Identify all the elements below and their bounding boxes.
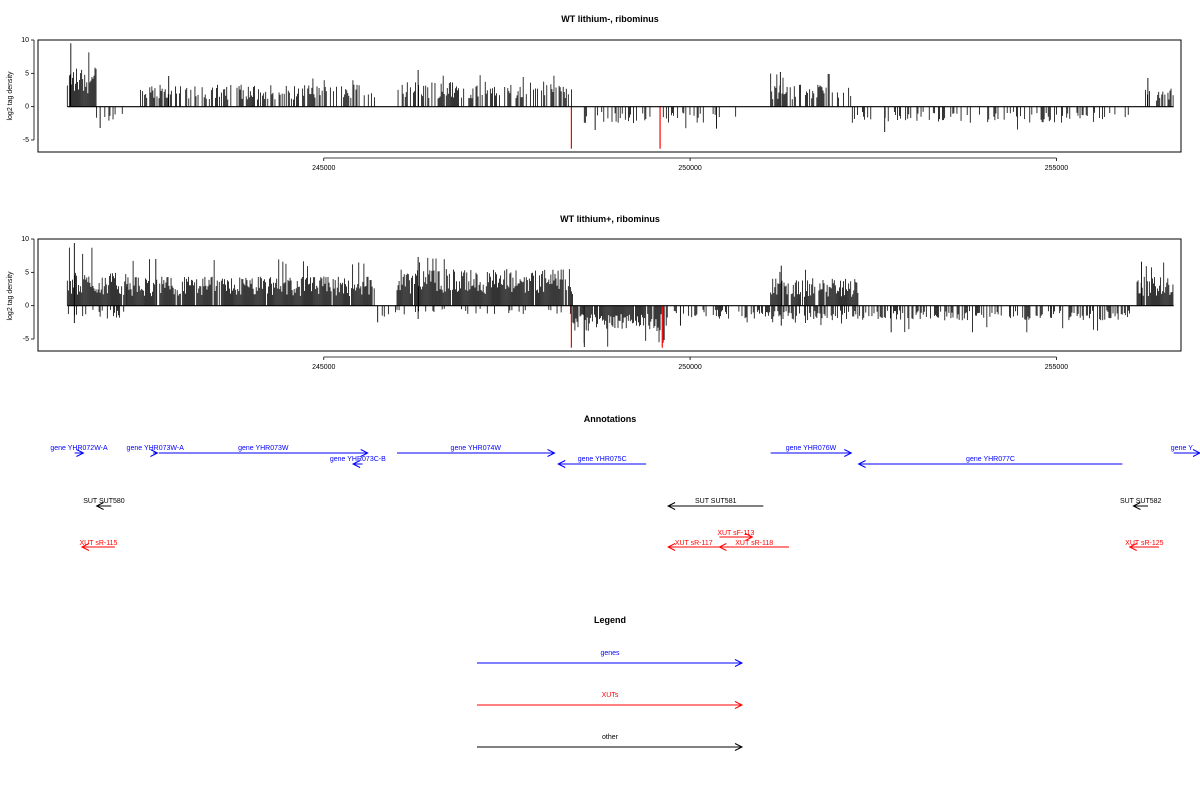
legend-entries: genes XUTs other bbox=[477, 650, 744, 751]
annotation-arrow-head-icon bbox=[547, 449, 556, 457]
y-tick-label: 5 bbox=[25, 269, 29, 276]
annotation-arrow-head-icon bbox=[1192, 449, 1200, 457]
annotation-feature: SUT SUT581 bbox=[666, 498, 764, 510]
y-tick-label: 10 bbox=[21, 37, 29, 44]
y-tick-label: -5 bbox=[23, 336, 29, 343]
annotation-arrow-head-icon bbox=[666, 543, 676, 551]
x-tick-label: 255000 bbox=[1045, 165, 1068, 172]
annotation-label: XUT sR-118 bbox=[735, 540, 773, 547]
annotation-feature: XUT sF-113 bbox=[717, 530, 755, 541]
legend-entry-xuts: XUTs bbox=[477, 692, 744, 709]
legend-arrow-head-icon bbox=[734, 743, 744, 751]
legend-arrow-head-icon bbox=[734, 659, 744, 667]
annotation-arrow-head-icon bbox=[76, 449, 85, 457]
annotation-arrow-head-icon bbox=[718, 543, 727, 551]
annotation-label: XUT sR-117 bbox=[675, 540, 713, 547]
legend-entry-other: other bbox=[477, 734, 744, 751]
annotation-label: XUT sR-115 bbox=[80, 540, 118, 547]
plot-frame bbox=[37, 39, 1182, 153]
annotation-items: gene YHR072W-A gene YHR073W-A gene YHR073W… bbox=[50, 445, 1200, 551]
annotations-title: Annotations bbox=[584, 414, 637, 424]
axis-layer: 10 5 0 -5 245000 250000 255000 bbox=[21, 236, 1174, 371]
y-axis-label: log2 tag density bbox=[7, 71, 14, 121]
x-tick-label: 255000 bbox=[1045, 364, 1068, 371]
annotation-arrow-head-icon bbox=[844, 449, 853, 457]
annotation-feature: gene YHR076W bbox=[770, 445, 853, 457]
y-tick-label: 0 bbox=[25, 303, 29, 310]
axis-layer: 10 5 0 -5 245000 250000 255000 bbox=[21, 37, 1174, 172]
x-tick-label: 250000 bbox=[678, 165, 701, 172]
annotation-feature: gene YHR074W bbox=[397, 445, 556, 457]
plot-frame bbox=[37, 238, 1182, 352]
annotation-label: SUT SUT580 bbox=[83, 498, 125, 505]
panel-title: WT lithium+, ribominus bbox=[560, 214, 660, 224]
annotation-feature: gene YHR073W-A bbox=[127, 445, 185, 457]
annotation-label: gene Y bbox=[1171, 445, 1193, 452]
panel-lithium-minus: WT lithium-, ribominus log2 tag density … bbox=[7, 14, 1182, 172]
legend-entry-genes: genes bbox=[477, 650, 744, 667]
annotation-arrow-head-icon bbox=[150, 449, 159, 457]
annotation-feature: gene YHR077C bbox=[857, 456, 1123, 468]
annotation-label: gene YHR074W bbox=[451, 445, 502, 452]
annotation-feature: gene YHR075C bbox=[557, 456, 647, 468]
y-tick-label: 5 bbox=[25, 70, 29, 77]
annotation-feature: XUT sR-117 bbox=[666, 540, 720, 551]
y-tick-label: 10 bbox=[21, 236, 29, 243]
y-tick-label: -5 bbox=[23, 137, 29, 144]
annotation-label: gene YHR073W bbox=[238, 445, 289, 452]
legend: Legend genes XUTs other bbox=[477, 615, 744, 751]
annotation-feature: XUT sR-125 bbox=[1125, 540, 1164, 551]
annotation-arrow-head-icon bbox=[1128, 543, 1137, 551]
annotation-arrow-head-icon bbox=[351, 460, 361, 468]
annotation-feature: gene YHR073W bbox=[158, 445, 369, 457]
panel-lithium-plus: WT lithium+, ribominus log2 tag density … bbox=[7, 214, 1182, 371]
x-tick-label: 245000 bbox=[312, 364, 335, 371]
annotation-feature: gene Y bbox=[1171, 445, 1200, 457]
annotation-feature: XUT sR-115 bbox=[80, 540, 118, 551]
annotation-arrow-head-icon bbox=[1132, 502, 1141, 510]
x-tick-label: 250000 bbox=[678, 364, 701, 371]
x-tick-label: 245000 bbox=[312, 165, 335, 172]
legend-label: XUTs bbox=[602, 692, 619, 699]
bar-layer bbox=[66, 243, 1174, 348]
annotation-arrow-head-icon bbox=[745, 533, 754, 541]
annotation-label: XUT sF-113 bbox=[717, 530, 754, 537]
annotation-arrow-head-icon bbox=[95, 502, 104, 510]
annotation-arrow-head-icon bbox=[360, 449, 369, 457]
annotation-label: SUT SUT582 bbox=[1120, 498, 1162, 505]
annotation-arrow-head-icon bbox=[857, 460, 866, 468]
annotation-feature: gene YHR072W-A bbox=[50, 445, 108, 457]
annotation-label: XUT sR-125 bbox=[1125, 540, 1163, 547]
legend-label: genes bbox=[600, 650, 620, 657]
annotation-label: gene YHR075C bbox=[578, 456, 627, 463]
y-tick-label: 0 bbox=[25, 104, 29, 111]
annotation-label: gene YHR077C bbox=[966, 456, 1015, 463]
bar-layer bbox=[66, 43, 1174, 149]
legend-arrow-head-icon bbox=[734, 701, 744, 709]
annotation-feature: SUT SUT582 bbox=[1120, 498, 1162, 510]
y-axis-label: log2 tag density bbox=[7, 271, 14, 321]
annotation-feature: XUT sR-118 bbox=[718, 540, 790, 551]
annotation-arrow-head-icon bbox=[557, 460, 566, 468]
annotation-feature: SUT SUT580 bbox=[83, 498, 125, 510]
annotation-label: SUT SUT581 bbox=[695, 498, 737, 505]
annotation-label: gene YHR076W bbox=[786, 445, 837, 452]
annotation-arrow-head-icon bbox=[80, 543, 90, 551]
annotation-arrow-head-icon bbox=[666, 502, 676, 510]
legend-label: other bbox=[602, 734, 619, 741]
legend-title: Legend bbox=[594, 615, 626, 625]
panel-title: WT lithium-, ribominus bbox=[561, 14, 659, 24]
annotation-label: gene YHR073W-A bbox=[127, 445, 185, 452]
annotations-track: Annotations gene YHR072W-A gene YHR073W-A… bbox=[50, 414, 1200, 551]
annotation-label: gene YHR073C-B bbox=[330, 456, 386, 463]
annotation-feature: gene YHR073C-B bbox=[330, 456, 386, 468]
annotation-label: gene YHR072W-A bbox=[50, 445, 108, 452]
